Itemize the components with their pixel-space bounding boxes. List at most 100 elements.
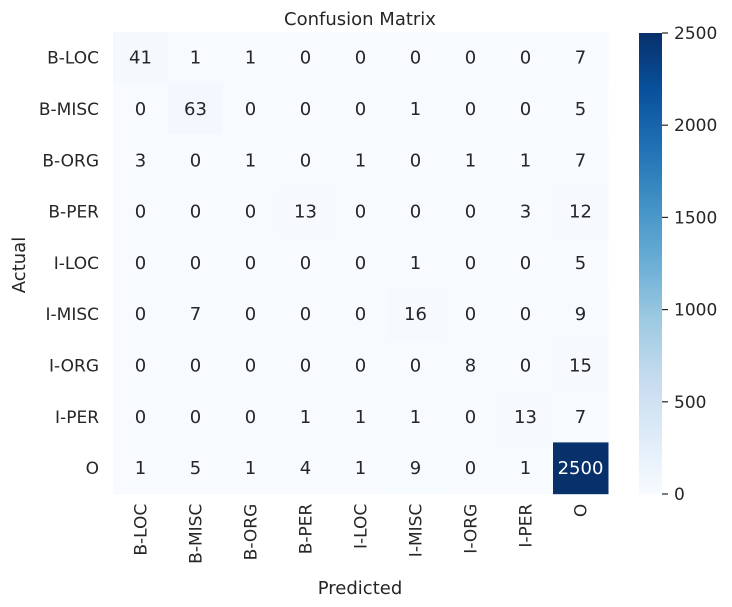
cell-value-label: 13 <box>514 407 537 428</box>
cell-value-label: 0 <box>355 202 366 223</box>
heatmap-cell <box>498 391 554 443</box>
cell-value-label: 0 <box>190 150 201 171</box>
colorbar-tick-label: 2500 <box>674 24 717 44</box>
heatmap-cell <box>278 32 334 84</box>
heatmap-cell <box>333 237 389 289</box>
cell-value-label: 0 <box>300 48 311 69</box>
cell-value-label: 3 <box>135 150 146 171</box>
heatmap-cell <box>333 339 389 392</box>
cell-value-label: 1 <box>410 407 421 428</box>
heatmap-cell <box>168 288 224 341</box>
heatmap-cell <box>498 134 554 187</box>
cell-value-label: 0 <box>300 304 311 325</box>
cell-value-label: 1 <box>245 48 256 69</box>
cell-value-label: 9 <box>575 304 586 325</box>
x-tick-labels: B-LOC B-MISC B-ORG B-PER I-LOC I-MISC I-ORG I-P… <box>132 504 592 564</box>
y-tick-label: B-MISC <box>39 100 99 120</box>
heatmap-cell <box>223 134 279 187</box>
heatmap-cell <box>113 32 169 84</box>
heatmap-cell <box>223 237 279 289</box>
heatmap-cell <box>278 237 334 289</box>
heatmap-cell <box>443 339 499 392</box>
cell-value-label: 1 <box>190 48 201 69</box>
heatmap-cell <box>168 442 224 495</box>
heatmap-cell <box>443 185 499 238</box>
heatmap-cell <box>443 288 499 341</box>
heatmap-cell <box>113 237 169 289</box>
x-tick-label: B-LOC <box>132 504 152 556</box>
cell-value-label: 0 <box>245 253 256 274</box>
cell-value-label: 0 <box>300 150 311 171</box>
cell-value-label: 0 <box>245 202 256 223</box>
cell-value-label: 9 <box>410 458 421 479</box>
cell-value-label: 0 <box>135 99 146 120</box>
cell-value-label: 0 <box>355 253 366 274</box>
heatmap-cell <box>333 442 389 495</box>
heatmap-cell <box>498 83 554 136</box>
heatmap-cell <box>388 391 444 443</box>
cell-value-label: 0 <box>190 202 201 223</box>
cell-value-label: 0 <box>465 48 476 69</box>
y-tick-label: I-ORG <box>49 356 99 376</box>
heatmap-cell <box>113 185 169 238</box>
heatmap-cell <box>278 391 334 443</box>
x-tick-label: B-PER <box>297 504 317 555</box>
x-tick-label: B-MISC <box>187 504 207 564</box>
heatmap-cell <box>333 32 389 84</box>
cell-value-label: 4 <box>300 458 311 479</box>
heatmap-cell <box>553 391 609 443</box>
cell-value-label: 0 <box>355 48 366 69</box>
cell-value-label: 1 <box>245 150 256 171</box>
heatmap-cell <box>113 83 169 136</box>
heatmap-cell <box>168 339 224 392</box>
cell-value-label: 0 <box>520 304 531 325</box>
heatmap-cell <box>113 339 169 392</box>
x-tick-label: I-PER <box>517 504 537 548</box>
heatmap-cell <box>553 32 609 84</box>
cell-value-label: 0 <box>245 407 256 428</box>
colorbar-tick-label: 0 <box>674 485 685 505</box>
heatmap-cell <box>278 134 334 187</box>
heatmap-cell <box>223 339 279 392</box>
cell-value-label: 0 <box>520 48 531 69</box>
cell-value-label: 0 <box>410 355 421 376</box>
heatmap-cell <box>443 32 499 84</box>
x-tick-label: I-LOC <box>352 504 372 549</box>
cell-value-label: 1 <box>465 150 476 171</box>
heatmap-cell <box>498 237 554 289</box>
cell-value-label: 0 <box>135 304 146 325</box>
y-tick-label: B-ORG <box>42 151 99 171</box>
cell-value-label: 5 <box>575 253 586 274</box>
y-tick-label: I-MISC <box>46 305 100 325</box>
heatmap-cell <box>333 391 389 443</box>
cell-value-label: 0 <box>300 99 311 120</box>
cell-value-label: 0 <box>520 355 531 376</box>
cell-value-label: 1 <box>520 458 531 479</box>
heatmap-cell <box>498 442 554 495</box>
heatmap-cell <box>553 339 609 392</box>
heatmap-cells <box>113 32 609 495</box>
colorbar <box>639 33 662 494</box>
cell-value-label: 0 <box>410 48 421 69</box>
cell-value-label: 7 <box>575 407 586 428</box>
cell-value-label: 1 <box>300 407 311 428</box>
cell-value-label: 0 <box>520 99 531 120</box>
cell-value-label: 0 <box>190 253 201 274</box>
heatmap-cell <box>388 288 444 341</box>
heatmap-cell <box>168 185 224 238</box>
heatmap-cell <box>333 134 389 187</box>
heatmap-cell <box>223 288 279 341</box>
cell-value-label: 2500 <box>558 458 604 479</box>
cell-value-label: 8 <box>465 355 476 376</box>
heatmap-cell <box>443 134 499 187</box>
cell-value-label: 0 <box>300 355 311 376</box>
cell-value-label: 0 <box>135 355 146 376</box>
cell-value-label: 0 <box>135 407 146 428</box>
heatmap-cell <box>498 185 554 238</box>
cell-value-label: 0 <box>300 253 311 274</box>
heatmap-cell <box>388 83 444 136</box>
cell-value-label: 0 <box>245 99 256 120</box>
heatmap-cell <box>168 134 224 187</box>
cell-value-label: 1 <box>410 99 421 120</box>
cell-value-label: 7 <box>575 48 586 69</box>
